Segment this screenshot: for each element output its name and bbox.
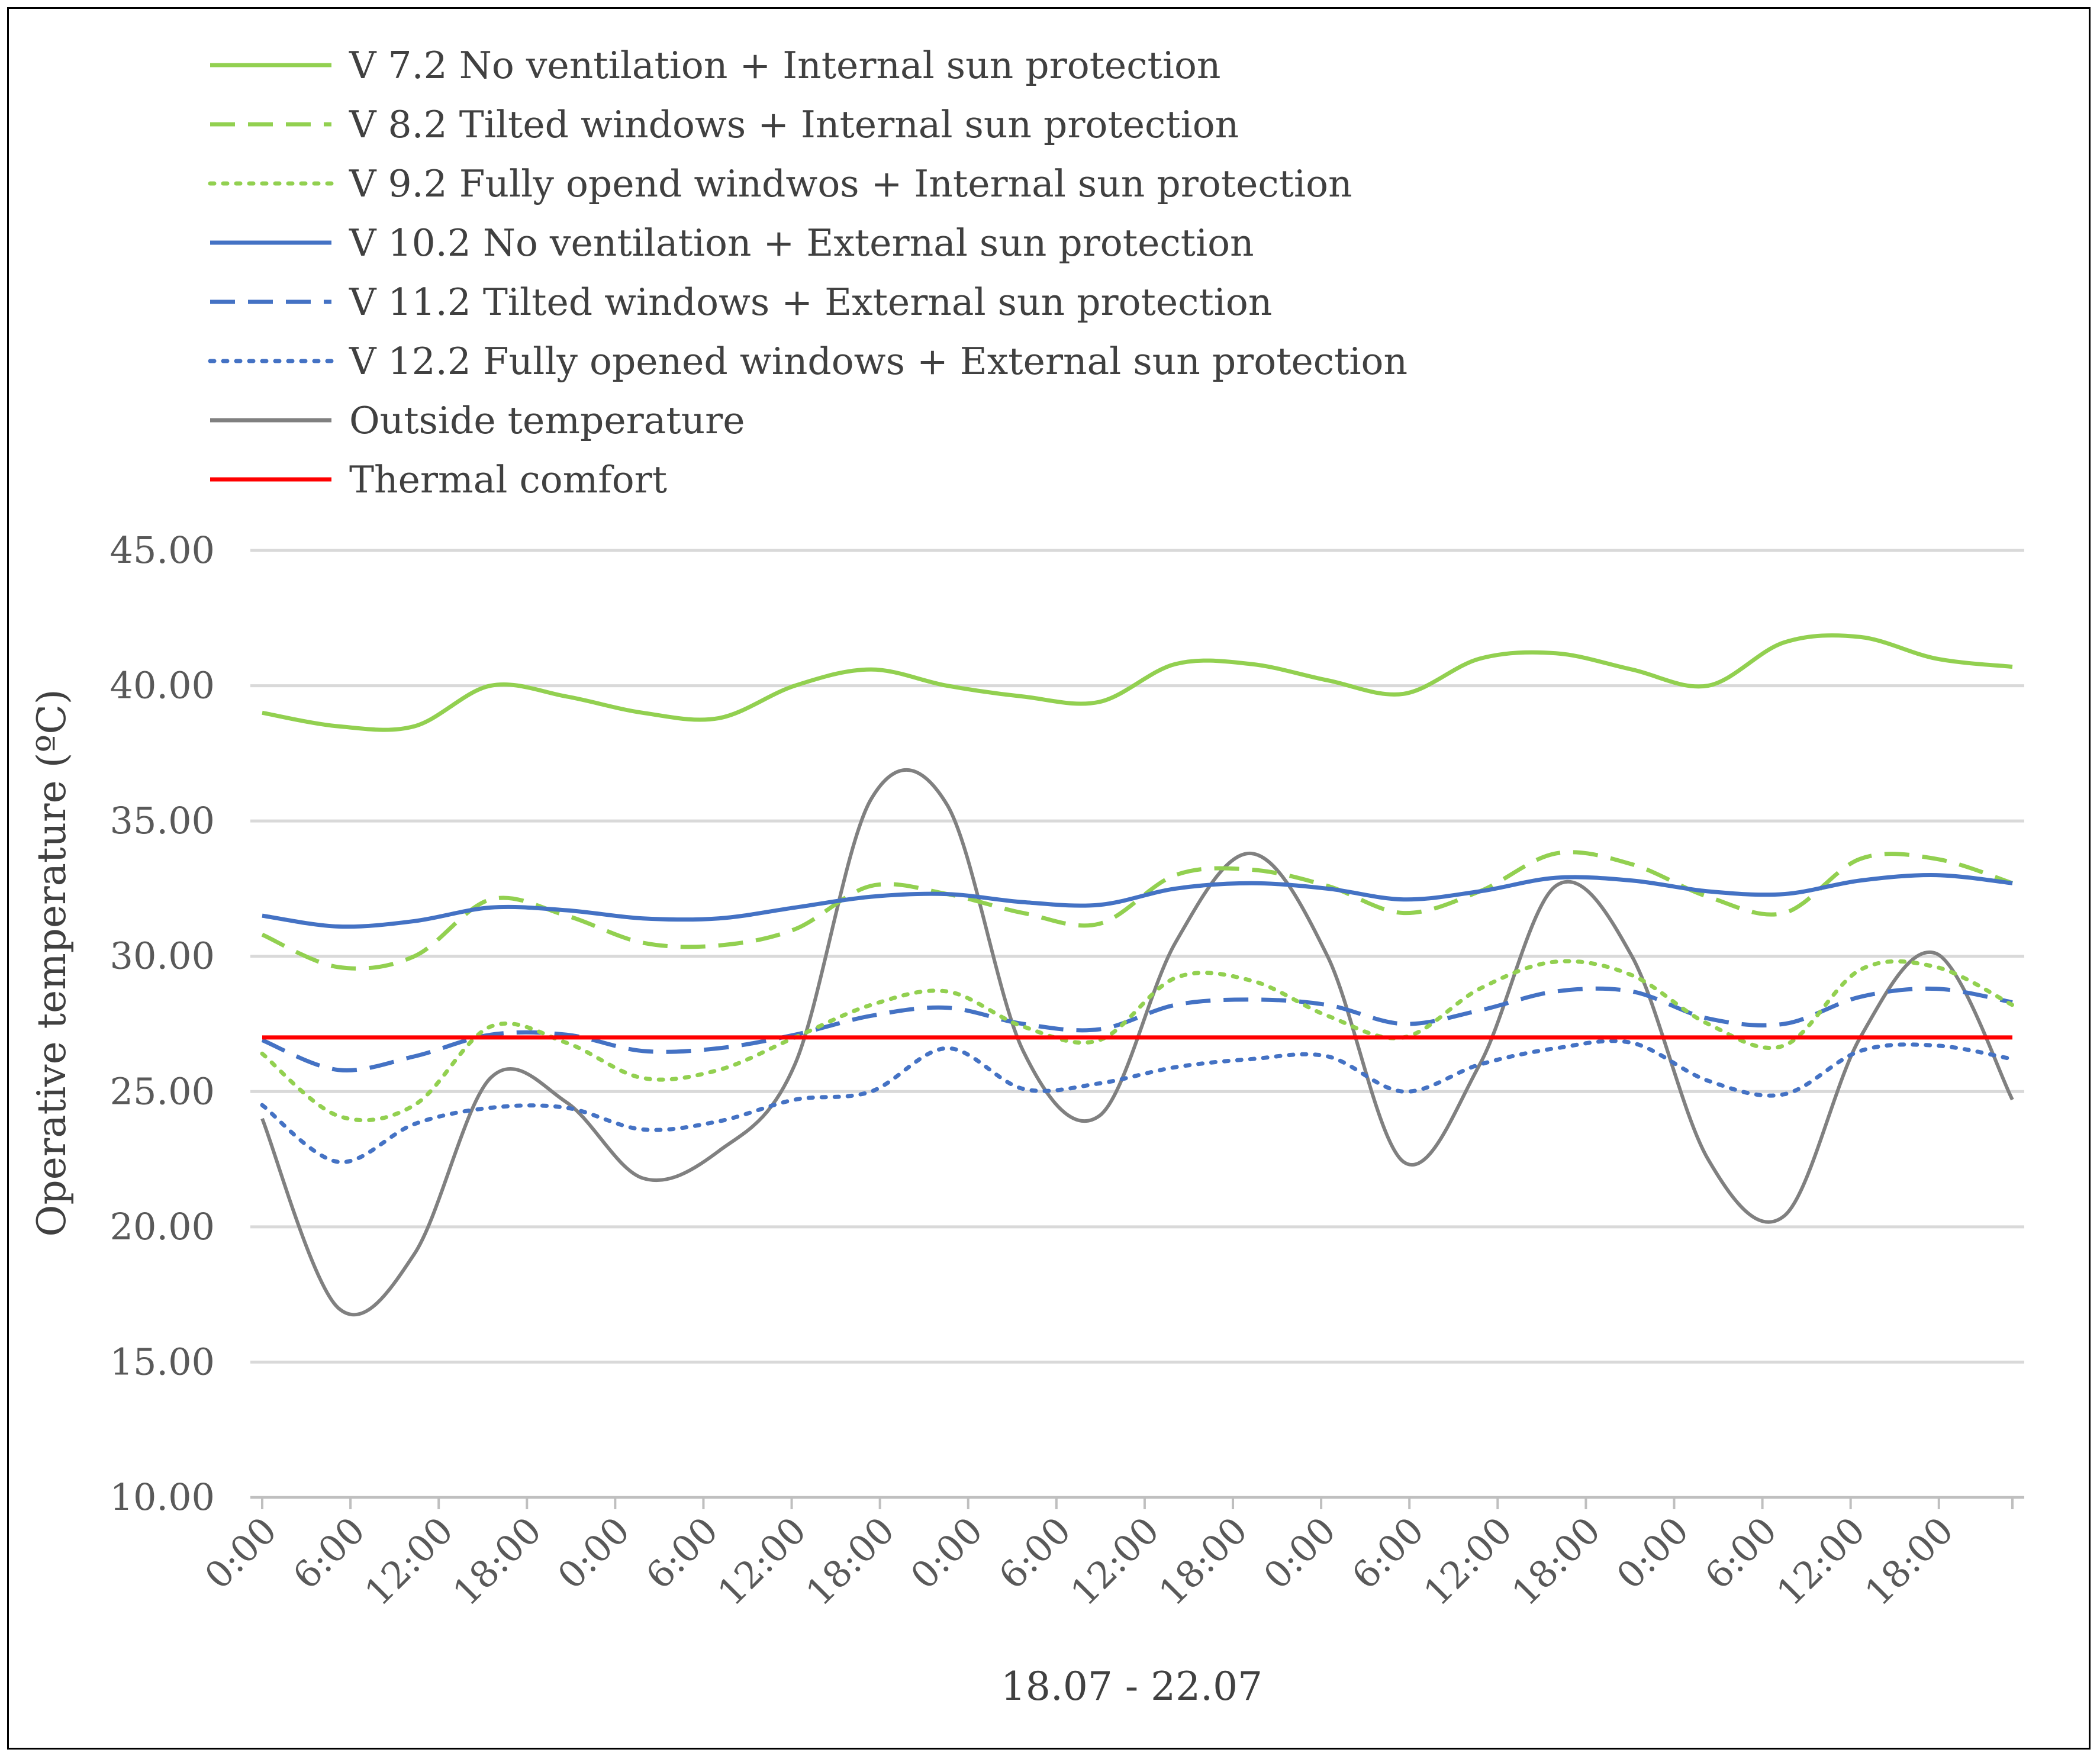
x-tick-label: 0:00 bbox=[902, 1509, 991, 1597]
series-line-2 bbox=[261, 850, 2014, 971]
line-chart: 10.00 15.00 20.00 25.00 30.00 35.00 40.00 45.00… bbox=[29, 44, 2024, 1709]
x-tick-label: 0:00 bbox=[1255, 1509, 1344, 1597]
y-tick-label: 10.00 bbox=[110, 1476, 215, 1519]
x-tick-label: 12:00 bbox=[1062, 1509, 1168, 1614]
y-axis-title: Operative temperature (ºC) bbox=[29, 689, 75, 1236]
x-tick-label: 0:00 bbox=[549, 1509, 638, 1597]
series-line-6 bbox=[260, 1039, 2015, 1164]
legend: V 7.2 No ventilation + Internal sun prot… bbox=[208, 44, 1407, 501]
legend-label: V 11.2 Tilted windows + External sun pro… bbox=[349, 281, 1272, 324]
y-axis-tick-labels: 10.00 15.00 20.00 25.00 30.00 35.00 40.00 45.00 bbox=[110, 529, 215, 1519]
legend-label: V 7.2 No ventilation + Internal sun prot… bbox=[349, 44, 1220, 87]
series-lines bbox=[260, 633, 2015, 1317]
x-axis-title: 18.07 - 22.07 bbox=[1001, 1664, 1262, 1709]
y-tick-label: 20.00 bbox=[110, 1205, 215, 1248]
x-tick-label: 12:00 bbox=[1768, 1509, 1873, 1614]
chart-frame: 10.00 15.00 20.00 25.00 30.00 35.00 40.00 45.00… bbox=[7, 7, 2091, 1750]
legend-label: V 10.2 No ventilation + External sun pro… bbox=[349, 221, 1254, 265]
series-line-4 bbox=[262, 872, 2013, 929]
series-line-1 bbox=[262, 633, 2013, 732]
x-tick-label: 18:00 bbox=[1151, 1509, 1256, 1614]
legend-label: Outside temperature bbox=[349, 399, 745, 442]
series-line-5 bbox=[261, 986, 2013, 1072]
x-tick-label: 0:00 bbox=[197, 1509, 285, 1597]
y-tick-label: 15.00 bbox=[110, 1340, 215, 1383]
x-tick-label: 18:00 bbox=[797, 1509, 903, 1614]
series-line-7 bbox=[260, 768, 2014, 1317]
x-tick-label: 18:00 bbox=[1503, 1509, 1609, 1614]
gridlines bbox=[250, 549, 2024, 1499]
x-tick-label: 18:00 bbox=[445, 1509, 550, 1614]
x-tick-label: 18:00 bbox=[1856, 1509, 1961, 1614]
x-tick-label: 12:00 bbox=[709, 1509, 814, 1614]
y-tick-label: 40.00 bbox=[110, 664, 215, 707]
legend-label: Thermal comfort bbox=[349, 458, 667, 501]
y-tick-label: 25.00 bbox=[110, 1069, 215, 1113]
y-tick-label: 35.00 bbox=[110, 799, 215, 842]
x-tick-label: 0:00 bbox=[1608, 1509, 1697, 1597]
legend-label: V 9.2 Fully opend windwos + Internal sun… bbox=[349, 162, 1352, 205]
y-tick-label: 45.00 bbox=[110, 529, 215, 572]
legend-label: V 12.2 Fully opened windows + External s… bbox=[349, 340, 1407, 383]
legend-label: V 8.2 Tilted windows + Internal sun prot… bbox=[349, 103, 1239, 146]
x-tick-label: 12:00 bbox=[1415, 1509, 1521, 1614]
x-axis bbox=[250, 1496, 2024, 1509]
y-tick-label: 30.00 bbox=[110, 935, 215, 978]
x-tick-label: 12:00 bbox=[356, 1509, 462, 1614]
series-line-3 bbox=[260, 959, 2015, 1123]
